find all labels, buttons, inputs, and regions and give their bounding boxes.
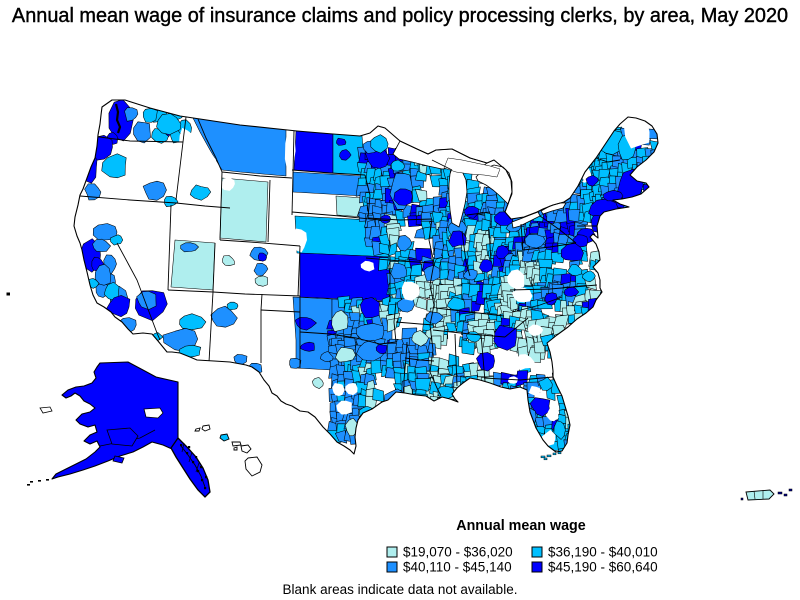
svg-text:Blank areas indicate data not: Blank areas indicate data not available. [283, 582, 518, 597]
svg-text:$19,070 - $36,020: $19,070 - $36,020 [403, 545, 513, 560]
svg-text:$45,190 - $60,640: $45,190 - $60,640 [548, 560, 658, 575]
svg-text:Annual mean wage of insurance: Annual mean wage of insurance claims and… [12, 5, 788, 27]
svg-text:$40,110 - $45,140: $40,110 - $45,140 [403, 560, 512, 575]
svg-text:Annual mean wage: Annual mean wage [456, 518, 586, 534]
svg-text:$36,190 - $40,010: $36,190 - $40,010 [548, 545, 658, 560]
